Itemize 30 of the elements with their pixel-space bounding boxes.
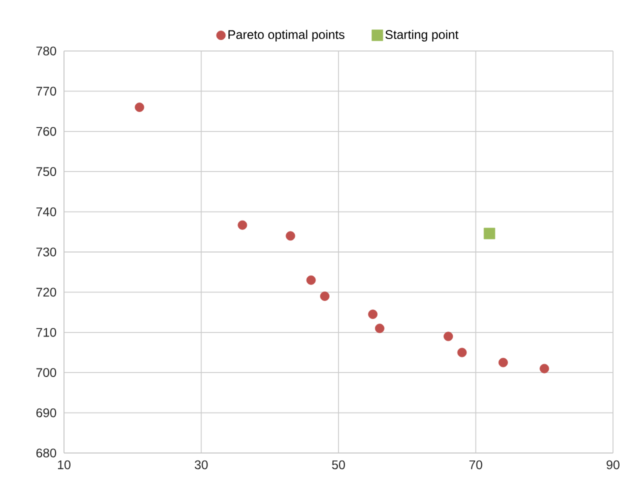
x-tick-label: 70: [469, 460, 482, 470]
x-tick-label: 50: [332, 460, 345, 470]
y-tick-label: 770: [36, 86, 56, 96]
x-tick-label: 30: [194, 460, 208, 470]
point: [238, 220, 248, 230]
point: [540, 364, 550, 374]
legend-label: Pareto optimal points: [228, 30, 344, 42]
point: [374, 324, 384, 334]
point: [286, 231, 296, 241]
y-tick-label: 690: [36, 408, 56, 418]
y-tick-label: 720: [36, 288, 56, 297]
y-tick-label: 730: [36, 248, 56, 256]
y-tick-label: 740: [36, 207, 56, 216]
x-tick-label: 10: [58, 460, 70, 470]
legend-label: Starting point: [385, 30, 458, 42]
point: [484, 228, 496, 240]
point: [444, 332, 453, 342]
point: [457, 348, 467, 358]
point: [306, 275, 316, 285]
y-tick-label: 750: [36, 167, 56, 176]
point: [498, 358, 508, 368]
x-tick-label: 90: [606, 460, 620, 470]
y-tick-label: 760: [36, 126, 56, 136]
y-tick-label: 700: [36, 368, 56, 378]
point: [368, 310, 378, 320]
point: [320, 292, 330, 301]
y-tick-label: 710: [36, 328, 56, 337]
point: [134, 102, 144, 112]
y-tick-label: 780: [36, 46, 56, 56]
y-tick-label: 680: [36, 448, 56, 458]
